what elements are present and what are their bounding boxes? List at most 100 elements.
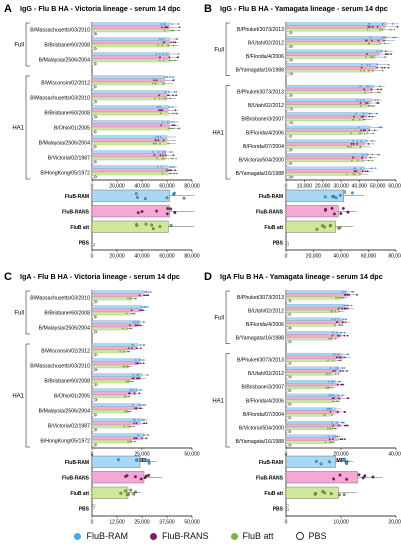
data-point [119,350,122,353]
data-point [345,477,349,481]
data-point [164,91,167,93]
x-tick-label: 20,000 [109,184,125,190]
data-point [338,356,341,359]
data-point [289,162,292,165]
data-point [341,321,344,324]
bar [91,296,133,301]
data-point [332,212,336,216]
data-point [134,437,136,440]
data-point [355,170,358,173]
data-point [335,296,337,299]
bar [285,63,378,67]
bar [285,131,365,135]
data-point [128,297,131,300]
data-point [334,310,337,313]
data-point [154,136,157,138]
category-label: FluB-RAM [65,194,89,200]
category-label: PBS [79,506,90,512]
category-label: B/Massachusetts/03/2010 [30,296,90,302]
category-label: FluB-RANS [256,475,284,481]
data-point [151,151,154,153]
data-point [162,41,165,44]
bar [285,320,344,324]
data-point [363,88,366,91]
data-point [365,53,368,56]
data-point [125,380,128,383]
group-bracket [225,290,230,344]
data-point [133,475,137,479]
data-point [354,167,357,170]
data-point [133,422,135,425]
data-point [378,91,381,94]
data-point [356,140,359,142]
data-point [286,503,289,507]
data-point [150,223,154,227]
legend-label: FluB-RANS [161,531,209,541]
data-point [136,195,139,199]
data-point [362,99,365,101]
data-point [387,66,390,69]
data-point [126,380,129,383]
bar [91,40,170,44]
bar [91,308,141,312]
panel-d: D IgA Flu B HA - Yamagata lineage - serum… [204,271,401,526]
data-point [352,143,355,145]
category-label: B/Phuket/3073/2013 [237,89,284,95]
data-point [134,407,136,410]
x-tick-label: 20,000 [388,520,401,526]
data-point [172,79,175,82]
category-label: B/Phuket/3073/2013 [237,295,284,301]
data-point [128,324,131,327]
data-point [137,434,139,436]
category-label: B/Malaysia/2506/2004 [39,141,90,147]
data-point [286,243,290,247]
data-point [314,460,318,463]
data-point [172,191,176,195]
bar [285,386,331,390]
bar [285,166,365,170]
data-point [323,413,325,416]
data-point [338,193,342,197]
data-point [360,66,363,69]
data-point [330,408,332,410]
bar [285,90,369,94]
data-point [366,102,369,104]
data-point [350,159,353,162]
category-label: B/Florida/07/2004 [243,412,284,418]
category-label: B/Malaysia/2506/2004 [39,58,90,64]
data-point [369,25,371,28]
data-point [127,440,129,443]
x-tick-label: 0 [285,254,288,260]
bar [91,394,127,399]
data-point [159,136,162,138]
data-point [153,154,156,157]
data-point [356,159,359,162]
data-point [163,29,166,32]
data-point [328,438,331,441]
x-tick-label: 50,000 [370,184,386,190]
bar [91,75,165,79]
data-point [352,156,354,159]
category-label: FluB-RAM [259,194,283,200]
data-point [125,493,129,496]
legend-item-flub-ram: FluB-RAM [74,531,128,541]
data-point [143,476,147,480]
category-label: PBS [79,240,90,246]
data-point [350,304,353,307]
group-bracket [25,22,30,67]
bar [91,168,169,172]
bar [91,358,141,362]
data-point [138,377,141,380]
data-point [362,112,365,115]
panel-title: IgA - Flu B HA - Victoria lineage - seru… [20,272,180,281]
data-point [147,458,151,462]
data-point [329,441,331,444]
bar [285,189,344,202]
data-point [123,395,126,398]
data-point [156,166,159,168]
data-point [134,192,138,196]
data-point [128,380,131,383]
data-point [161,154,164,157]
bar [91,171,169,176]
data-point [323,491,327,495]
